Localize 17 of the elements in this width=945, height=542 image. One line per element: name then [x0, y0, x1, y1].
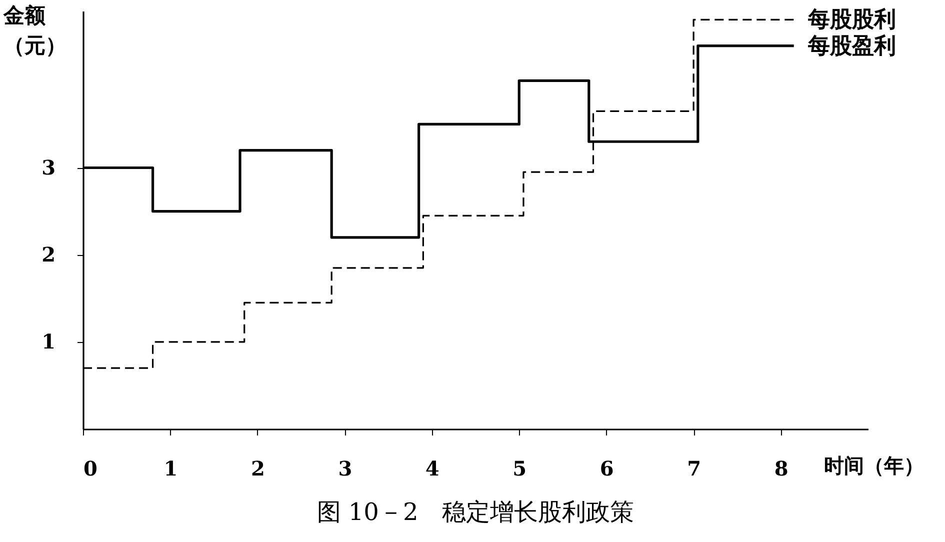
y-tick-label: 1	[42, 329, 56, 354]
x-tick-label: 3	[338, 456, 352, 480]
x-tick-label: 5	[512, 456, 527, 480]
y-tick-label: 3	[42, 155, 56, 180]
x-tick-label: 4	[425, 456, 440, 480]
x-tick-label: 2	[250, 456, 265, 480]
series-label: 每股股利	[806, 6, 896, 33]
x-tick-label: 7	[687, 456, 702, 480]
y-axis-title: 金额（元）	[2, 2, 66, 58]
x-tick-label: 6	[600, 456, 614, 480]
x-tick-label: 0	[84, 456, 98, 480]
series-label: 每股盈利	[806, 32, 896, 59]
x-tick-label: 8	[774, 456, 788, 480]
x-tick-label: 1	[164, 456, 178, 480]
y-tick-label: 2	[42, 242, 56, 266]
text: 图 10－2 稳定增长股利政策	[316, 498, 634, 526]
x-axis-title: 时间（年）	[824, 454, 924, 478]
